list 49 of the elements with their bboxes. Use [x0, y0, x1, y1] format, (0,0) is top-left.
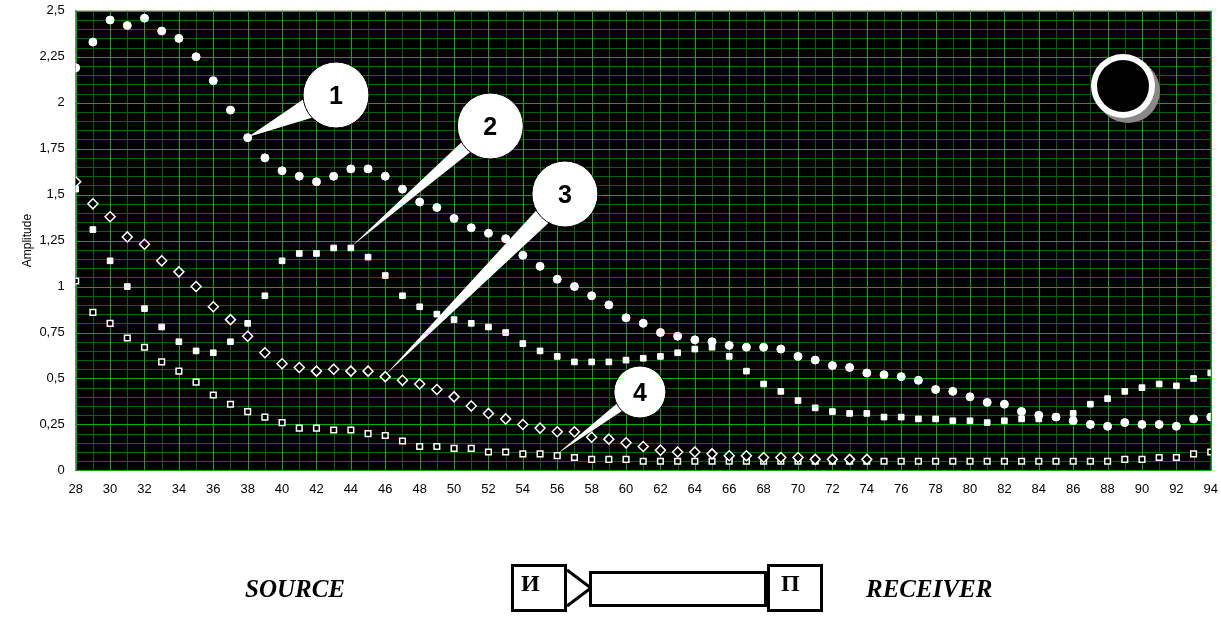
- x-tick-label: 30: [102, 480, 118, 496]
- y-tick-label: 1,5: [46, 186, 65, 202]
- x-tick-label: 28: [68, 480, 83, 496]
- y-tick-label: 0,75: [39, 324, 65, 340]
- x-tick-label: 52: [481, 480, 496, 496]
- x-tick-label: 60: [618, 480, 634, 496]
- pipe-diagram: И П: [511, 564, 823, 612]
- x-tick-label: 88: [1100, 480, 1115, 496]
- x-tick-label: 62: [653, 480, 668, 496]
- y-tick-label: 1: [57, 278, 65, 294]
- y-tick-label: 0: [57, 461, 65, 477]
- x-tick-label: 74: [859, 480, 875, 496]
- x-tick-label: 46: [378, 480, 393, 496]
- x-tick-label: 42: [309, 480, 324, 496]
- y-tick-label: 2,25: [39, 48, 65, 64]
- x-tick-label: 84: [1031, 480, 1047, 496]
- x-tick-label: 34: [171, 480, 187, 496]
- x-tick-label: 48: [412, 480, 427, 496]
- y-tick-label: 2: [57, 94, 65, 110]
- y-tick-label: 2,5: [46, 2, 65, 18]
- x-tick-label: 36: [206, 480, 221, 496]
- x-tick-label: 68: [756, 480, 771, 496]
- text: RECEIVER: [866, 575, 993, 603]
- y-tick-label: 1,75: [39, 140, 65, 156]
- x-tick-label: 86: [1065, 480, 1081, 496]
- y-tick-label: 0,5: [46, 370, 65, 386]
- y-tick-label: 1,25: [39, 232, 65, 248]
- y-axis-title: Amplitude: [19, 213, 34, 268]
- x-tick-label: 92: [1169, 480, 1184, 496]
- x-tick-label: 38: [240, 480, 255, 496]
- y-tick-label: 0,25: [39, 416, 65, 432]
- x-tick-label: 56: [550, 480, 565, 496]
- x-tick-label: 50: [446, 480, 462, 496]
- x-tick-label: 76: [893, 480, 909, 496]
- x-tick-label: 72: [825, 480, 840, 496]
- x-tick-label: 90: [1134, 480, 1150, 496]
- x-tick-label: 80: [962, 480, 978, 496]
- x-tick-label: 32: [137, 480, 152, 496]
- x-tick-label: 58: [584, 480, 599, 496]
- x-tick-label: 70: [790, 480, 806, 496]
- x-tick-label: 54: [515, 480, 531, 496]
- text: SOURCE: [245, 575, 346, 603]
- x-tick-label: 66: [721, 480, 737, 496]
- x-tick-label: 64: [687, 480, 703, 496]
- x-tick-label: 40: [274, 480, 290, 496]
- x-tick-label: 44: [343, 480, 359, 496]
- x-tick-label: 94: [1203, 480, 1218, 496]
- x-tick-label: 82: [997, 480, 1012, 496]
- x-tick-label: 78: [928, 480, 943, 496]
